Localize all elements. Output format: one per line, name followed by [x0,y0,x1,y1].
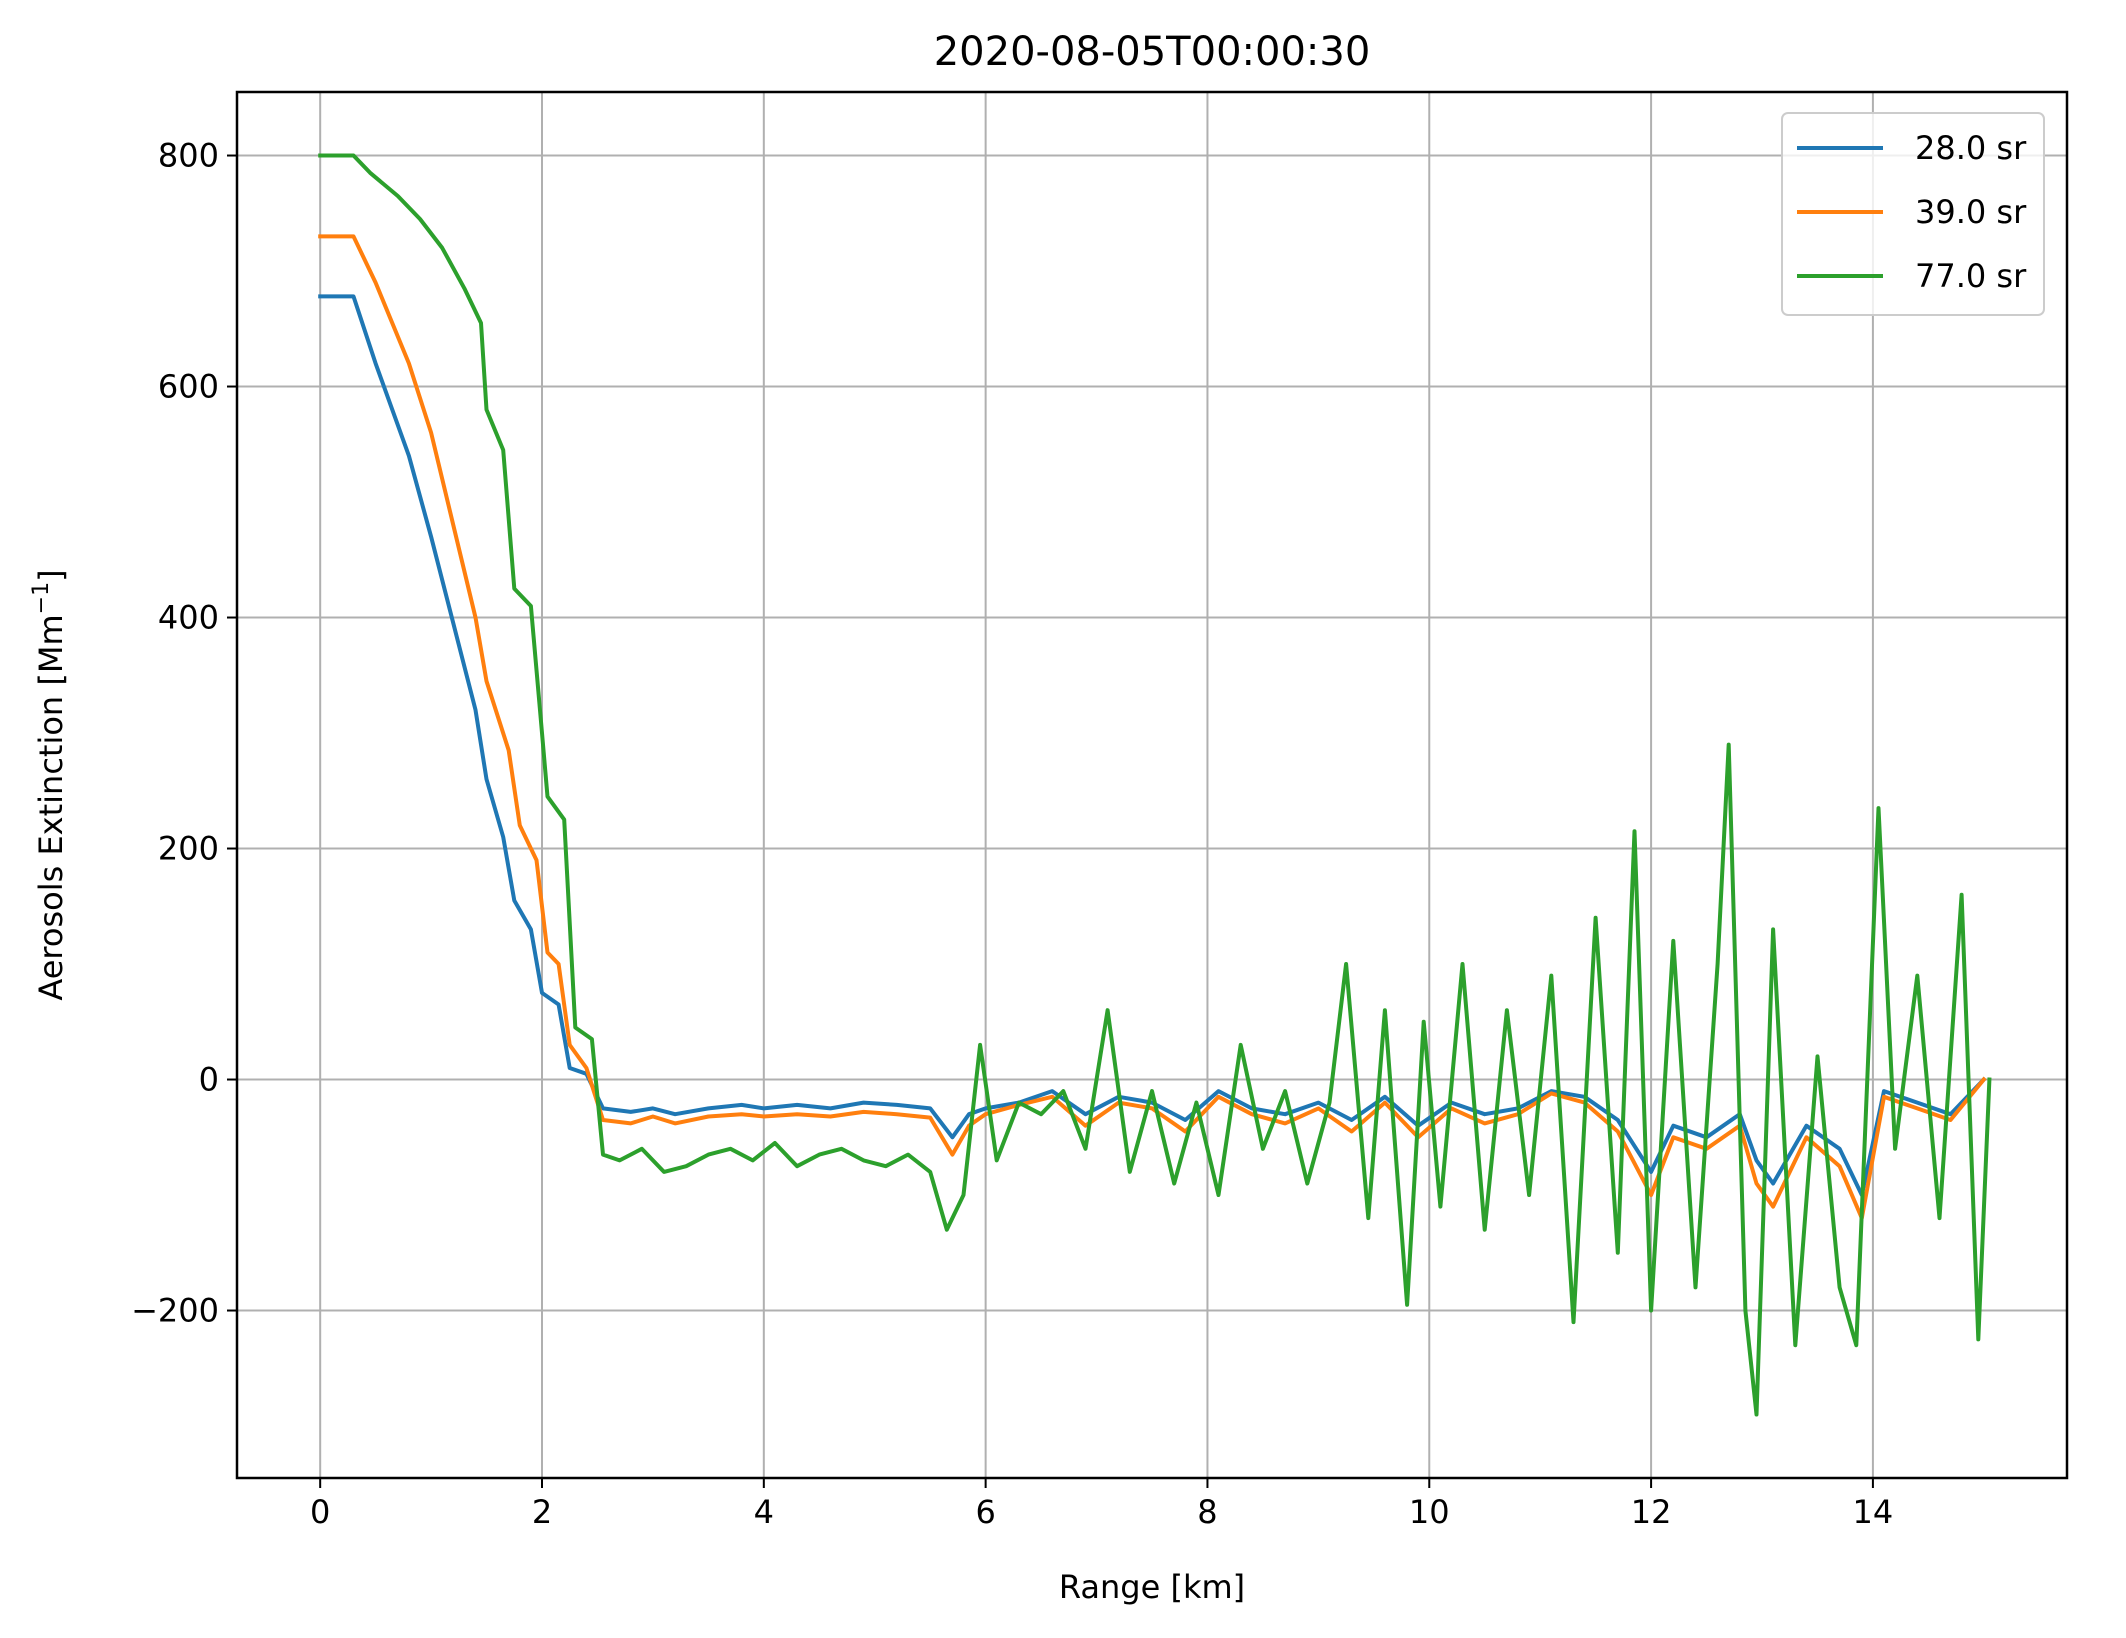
x-tick-label: 8 [1197,1493,1217,1531]
series-layer [318,153,1992,1417]
x-tick-label: 0 [310,1493,330,1531]
x-tick-label: 10 [1409,1493,1450,1531]
y-tick-label: −200 [131,1292,219,1330]
y-tick-label: 800 [158,137,219,175]
series-line-1 [318,294,1987,1197]
gridlines [237,92,2067,1478]
legend-label-3: 77.0 sr [1915,257,2027,295]
x-tick-label: 4 [754,1493,774,1531]
x-axis-ticks: 0 2 4 6 8 10 12 14 [310,1478,1893,1531]
x-tick-label: 12 [1631,1493,1672,1531]
legend-label-1: 28.0 sr [1915,129,2027,167]
y-axis-label-main: Aerosols Extinction [Mm [32,614,70,1000]
y-axis-ticks: −200 0 200 400 600 800 [131,137,237,1330]
legend: 28.0 sr 39.0 sr 77.0 sr [1781,112,2045,316]
plot-frame [235,90,2069,1480]
x-tick-label: 14 [1853,1493,1894,1531]
y-tick-label: 400 [158,599,219,637]
series-line-2 [318,234,1987,1221]
y-axis-label: Aerosols Extinction [Mm−1] [29,569,70,1000]
legend-frame [1781,112,2045,316]
y-tick-label: 0 [199,1061,219,1099]
y-axis-label-superscript: −1 [29,582,54,614]
x-tick-label: 6 [975,1493,995,1531]
y-tick-label: 200 [158,830,219,868]
chart-title: 2020-08-05T00:00:30 [934,29,1371,75]
x-axis-label: Range [km] [1059,1568,1245,1606]
x-tick-label: 2 [532,1493,552,1531]
y-tick-label: 600 [158,368,219,406]
legend-label-2: 39.0 sr [1915,193,2027,231]
series-line-3 [318,153,1992,1417]
y-axis-label-end: ] [32,569,70,581]
